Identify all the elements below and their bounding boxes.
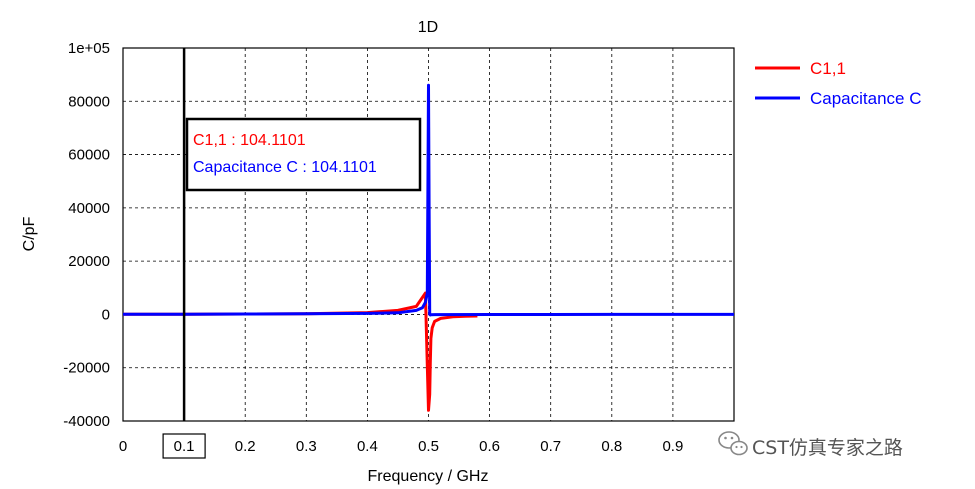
legend-label-capacitance: Capacitance C: [810, 89, 922, 108]
y-tick-label: 1e+05: [68, 40, 110, 57]
y-tick-label: 40000: [68, 200, 110, 217]
x-tick-label: 0.2: [235, 438, 256, 455]
y-tick-label: -40000: [63, 413, 110, 430]
marker-x-label-box: [162, 433, 206, 459]
chart-title: 1D: [418, 19, 438, 36]
x-tick-label: 0.8: [601, 438, 622, 455]
watermark: CST仿真专家之路: [718, 431, 903, 459]
series-line-capacitance: [123, 83, 734, 317]
y-tick-label: 0: [102, 306, 110, 323]
marker-annotation: C1,1 : 104.1101 Capacitance C : 104.1101: [185, 117, 422, 192]
x-tick-label: 0.5: [418, 438, 439, 455]
y-tick-labels: 1e+05 80000 60000 40000 20000 0 -20000 -40000: [63, 40, 110, 430]
watermark-text: CST仿真专家之路: [752, 437, 903, 459]
y-tick-label: -20000: [63, 360, 110, 377]
x-axis-label: Frequency / GHz: [368, 468, 489, 485]
wechat-icon: [718, 431, 748, 456]
x-tick-label: 0.9: [662, 438, 683, 455]
legend-label-c11: C1,1: [810, 59, 846, 78]
x-tick-label: 0.1: [174, 438, 195, 455]
x-tick-labels: 0 0.1 0.2 0.3 0.4 0.5 0.6 0.7 0.8 0.9: [119, 433, 683, 459]
plot-frame: [122, 47, 735, 422]
annotation-box: [185, 117, 422, 192]
x-tick-label: 0.3: [296, 438, 317, 455]
x-tick-label: 0.7: [540, 438, 561, 455]
x-tick-label: 0: [119, 438, 127, 455]
x-tick-label: 0.6: [479, 438, 500, 455]
annotation-capacitance: Capacitance C : 104.1101: [193, 159, 377, 176]
y-tick-label: 80000: [68, 93, 110, 110]
annotation-c11: C1,1 : 104.1101: [193, 132, 306, 149]
x-tick-label: 0.4: [357, 438, 378, 455]
series-line-c11: [123, 291, 478, 412]
y-axis-label: C/pF: [21, 216, 38, 251]
legend: C1,1 Capacitance C: [755, 59, 922, 108]
y-tick-label: 20000: [68, 253, 110, 270]
y-tick-label: 60000: [68, 147, 110, 164]
series-layer: [123, 83, 734, 412]
